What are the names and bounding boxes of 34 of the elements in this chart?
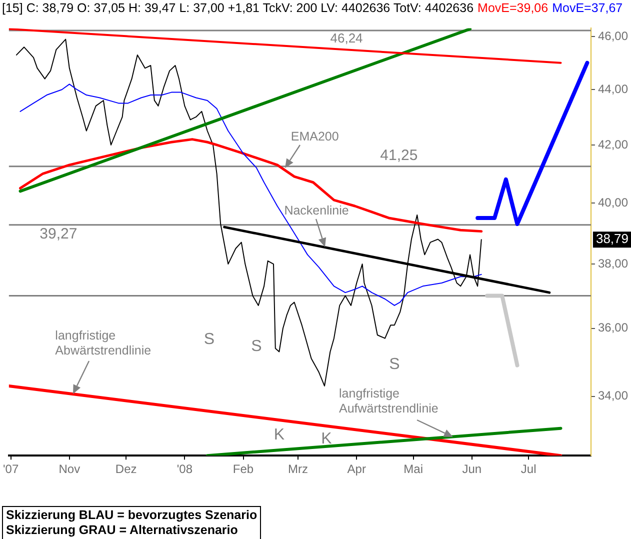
chart-title: [15] C: 38,79 O: 37,05 H: 39,47 L: 37,00 +1,81 TckV: 200 LV: 4402636 TotV: 4402636 bbox=[2, 1, 474, 15]
annotation: langfristige Abwärtstrendlinie bbox=[55, 328, 152, 358]
annotation: EMA200 bbox=[290, 130, 339, 144]
annotation: 38,79 bbox=[596, 231, 629, 246]
y-tick-label: 36,00 bbox=[598, 320, 628, 335]
x-tick-label: Feb bbox=[232, 462, 254, 476]
y-tick-label: 34,00 bbox=[598, 388, 628, 403]
annotation: K bbox=[321, 430, 332, 448]
annotation: S bbox=[251, 338, 262, 355]
x-tick-label: Nov bbox=[58, 462, 80, 476]
annotation: S bbox=[204, 331, 215, 348]
annotation: Nackenlinie bbox=[284, 204, 349, 218]
y-tick-label: 40,00 bbox=[598, 195, 628, 210]
ref-line-label: 46,24 bbox=[330, 30, 363, 46]
text: Skizzierung BLAU = bevorzugtes Szenario Skizzierung GRAU = Alternativszenario bbox=[2, 506, 262, 539]
ref-line-label: 41,25 bbox=[380, 147, 418, 164]
x-tick-label: Mai bbox=[404, 462, 424, 476]
y-tick-label: 42,00 bbox=[598, 137, 628, 152]
x-tick-label: Dez bbox=[115, 462, 137, 476]
annotation: S bbox=[389, 356, 400, 374]
x-tick-label: '07 bbox=[3, 462, 19, 476]
x-tick-label: Apr bbox=[347, 462, 366, 476]
ref-line-label: 39,27 bbox=[40, 226, 78, 243]
y-tick-label: 44,00 bbox=[598, 82, 628, 96]
text: MovE=39,06 bbox=[478, 1, 548, 15]
x-tick-label: '08 bbox=[176, 462, 193, 476]
y-tick-label: 46,00 bbox=[598, 29, 628, 44]
x-tick-label: Mrz bbox=[288, 462, 308, 476]
annotation: K bbox=[274, 426, 285, 444]
text: MovE=37,67 bbox=[552, 1, 623, 15]
x-tick-label: Jun bbox=[462, 462, 482, 476]
y-tick-label: 38,00 bbox=[598, 256, 628, 270]
annotation: langfristige Aufwärtstrendlinie bbox=[339, 386, 438, 416]
x-tick-label: Jul bbox=[520, 462, 536, 476]
